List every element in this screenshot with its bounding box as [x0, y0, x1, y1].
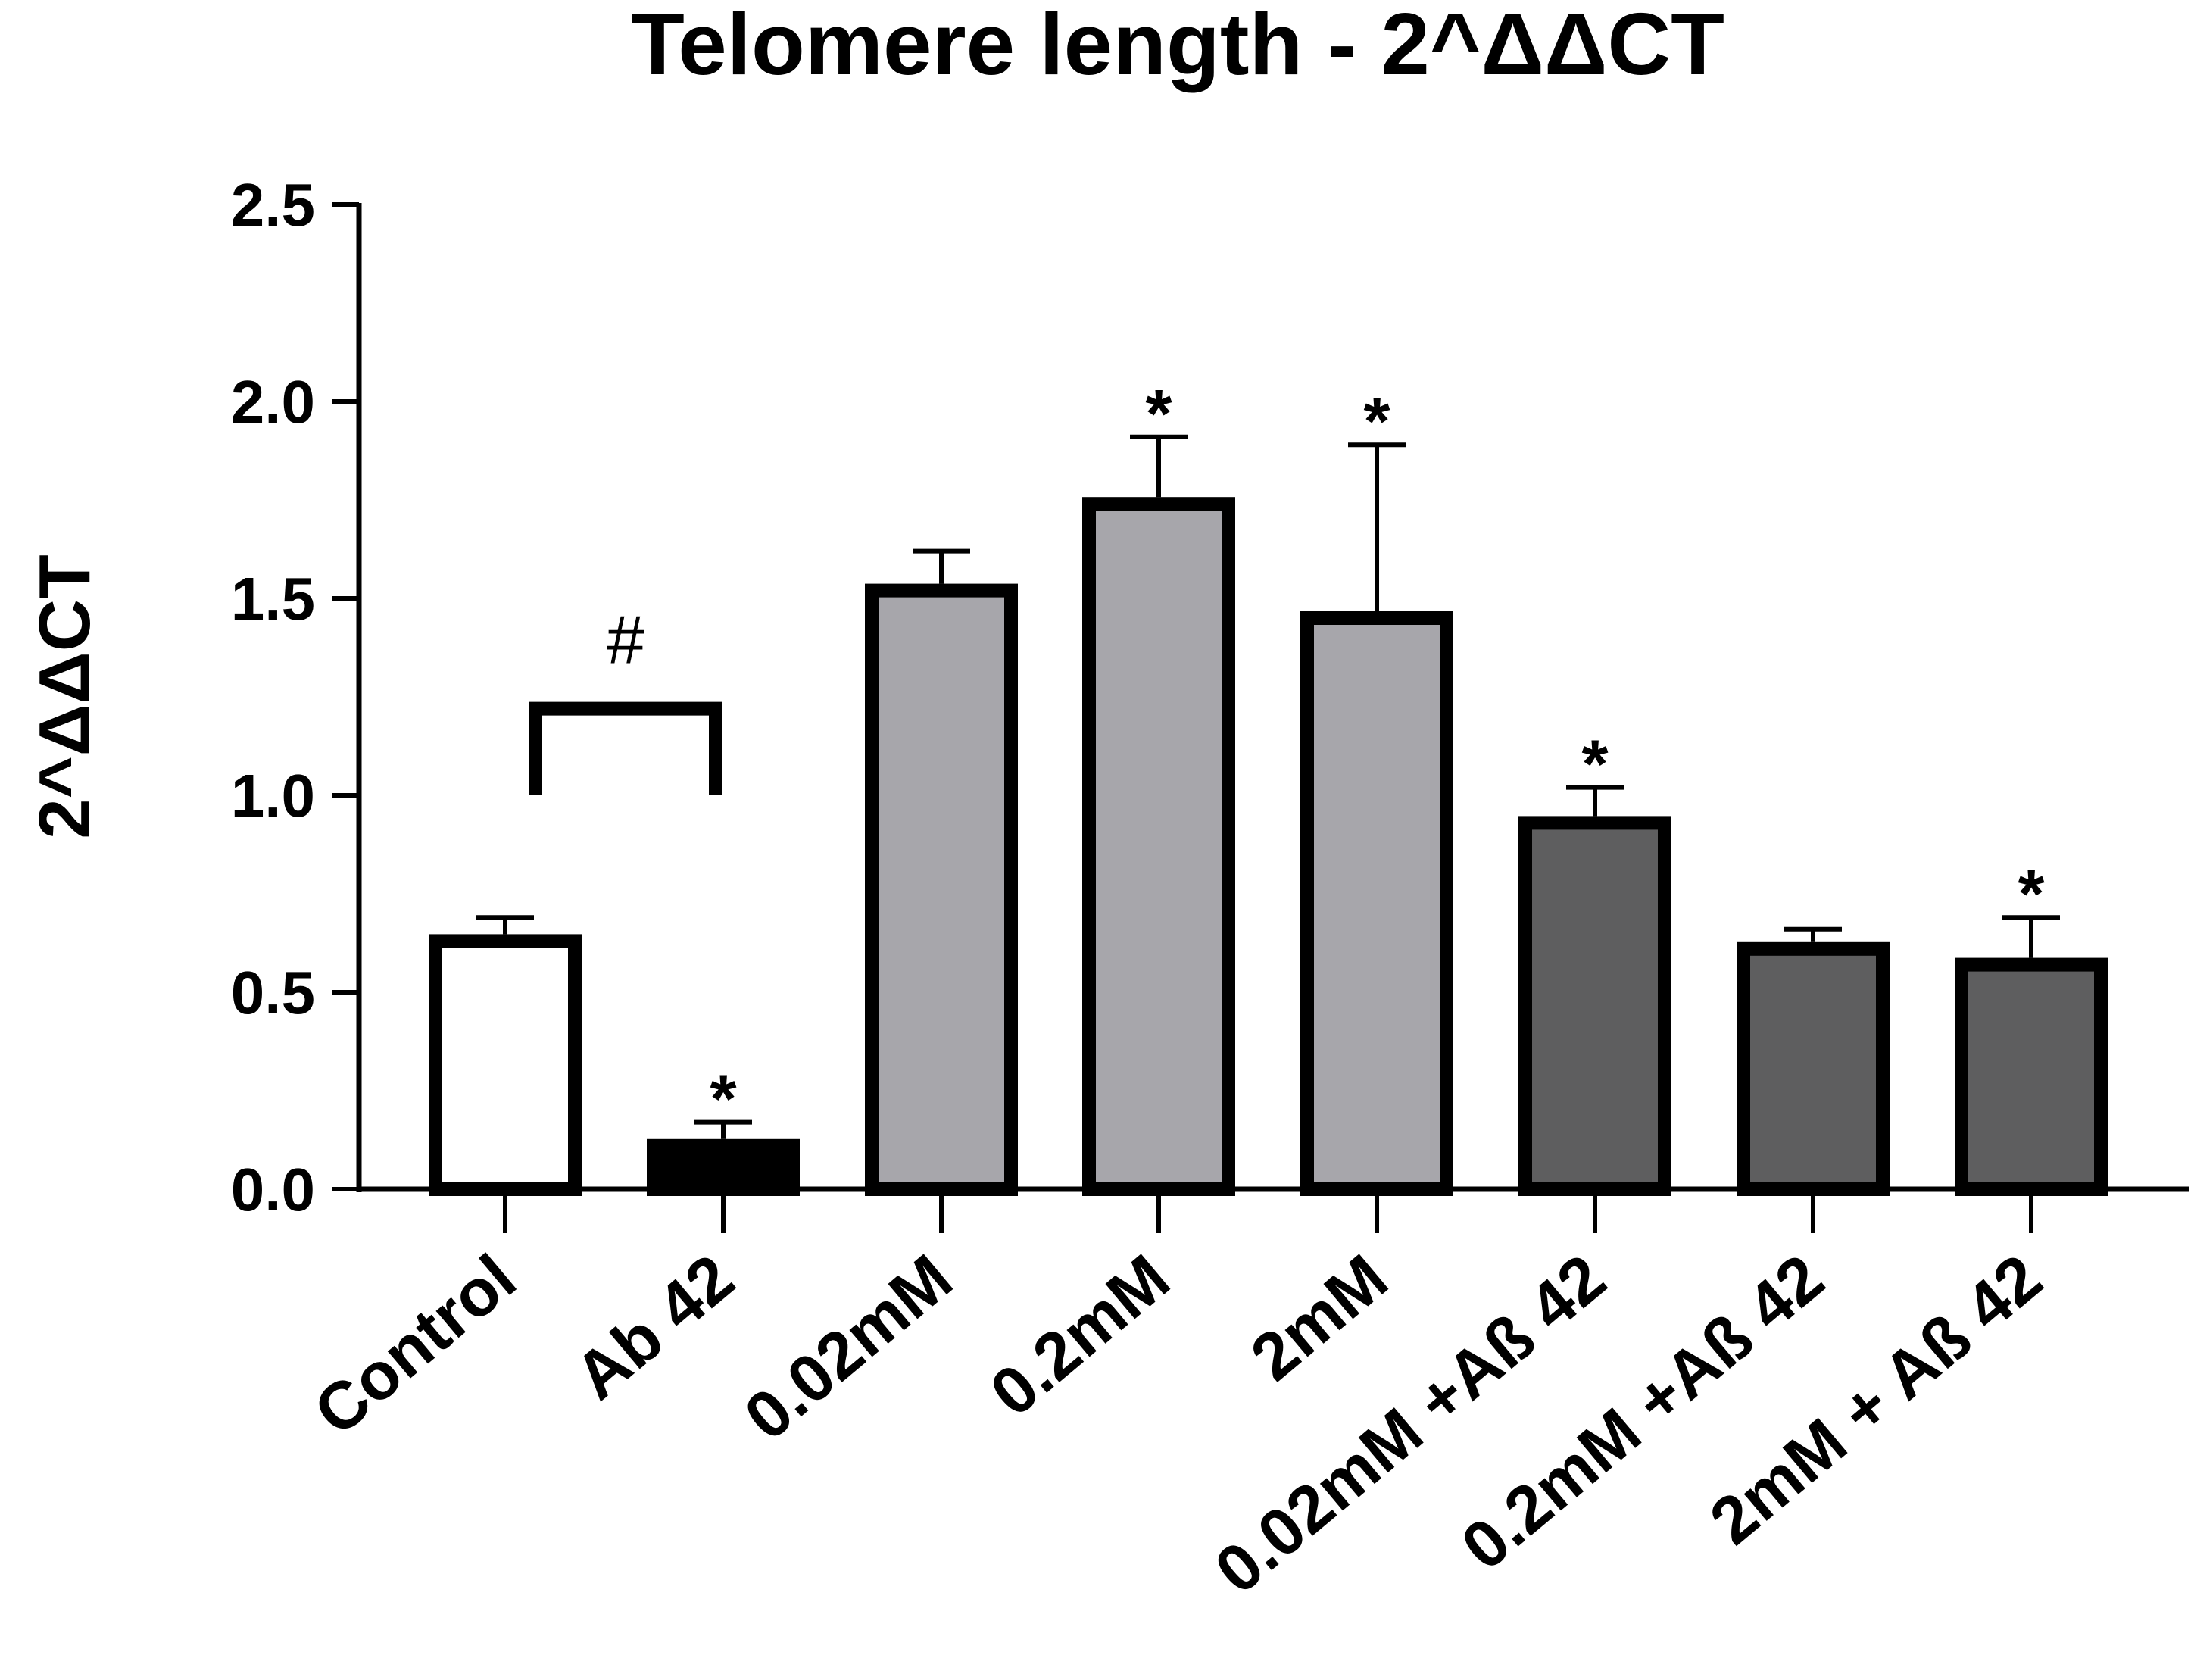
bar-4	[1082, 497, 1235, 1196]
y-tick-label: 2.5	[231, 171, 315, 239]
error-bars	[476, 434, 2060, 1139]
significance-star: *	[1581, 727, 1608, 803]
y-tick-label: 1.0	[231, 762, 315, 829]
x-tick-label: 0.02mM +Aß 42	[1201, 1240, 1620, 1608]
x-tick-label: Ab 42	[560, 1240, 747, 1414]
x-tick-label: 0.02mM	[730, 1240, 966, 1454]
bar-6	[1518, 816, 1671, 1197]
bar-3	[865, 583, 1018, 1196]
significance-star: *	[1145, 376, 1172, 452]
x-tick-label: 0.2mM	[976, 1240, 1183, 1431]
bar-2	[647, 1138, 800, 1197]
bar-7	[1737, 941, 1890, 1197]
y-tick-label: 2.0	[231, 368, 315, 436]
y-tick-label: 0.0	[231, 1156, 315, 1223]
y-tick-label: 0.5	[231, 959, 315, 1026]
bracket-label: #	[607, 603, 644, 679]
bar-5	[1300, 611, 1453, 1196]
bar-1	[429, 934, 582, 1197]
x-tick-label: 0.2mM +Aß 42	[1447, 1240, 1837, 1585]
bar-8	[1955, 957, 2108, 1196]
significance-star: *	[710, 1062, 736, 1138]
y-tick-label: 1.5	[231, 565, 315, 632]
significance-star: *	[2018, 857, 2044, 932]
bars	[429, 497, 2108, 1197]
annotations: * * * * * #	[529, 376, 2045, 1138]
chart-title: Telomere length - 2^ΔΔCT	[631, 0, 1724, 93]
x-tick-label: Control	[300, 1240, 529, 1450]
comparison-bracket	[529, 701, 722, 795]
x-tick-label: 2mM	[1237, 1240, 1401, 1395]
significance-star: *	[1363, 384, 1390, 460]
y-axis-label: 2^ΔΔCT	[24, 554, 105, 838]
